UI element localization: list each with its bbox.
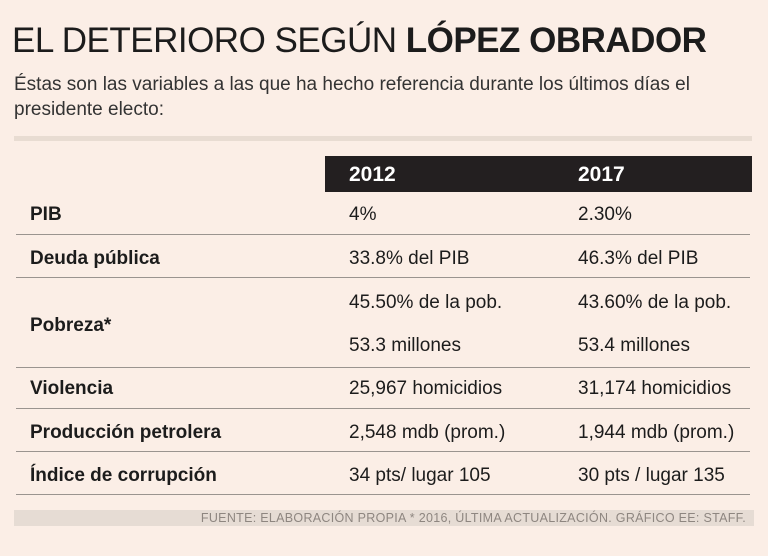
row-label: PIB	[30, 204, 62, 225]
row-value-2017: 1,944 mdb (prom.)	[578, 422, 735, 443]
row-value-2012: 25,967 homicidios	[349, 378, 503, 399]
top-divider	[14, 136, 752, 141]
row-label: Violencia	[30, 378, 114, 399]
row-value-2012: 45.50% de la pob.	[349, 292, 503, 313]
row-value-2017: 31,174 homicidios	[578, 378, 732, 399]
source-bar: FUENTE: ELABORACIÓN PROPIA * 2016, ÚLTIM…	[14, 510, 754, 526]
row-value-2017: 43.60% de la pob.	[578, 292, 732, 313]
table-row: PIB 4% 2.30%	[16, 192, 750, 235]
row-value-2017: 46.3% del PIB	[578, 248, 699, 269]
page-title: EL DETERIORO SEGÚN LÓPEZ OBRADOR	[12, 20, 707, 62]
row-value-2017: 2.30%	[578, 204, 632, 225]
row-label: Producción petrolera	[30, 422, 222, 443]
row-value-2012: 34 pts/ lugar 105	[349, 465, 491, 486]
title-bold: LÓPEZ OBRADOR	[405, 21, 707, 60]
row-value-2012: 4%	[349, 204, 377, 225]
table-row: Producción petrolera 2,548 mdb (prom.) 1…	[16, 409, 750, 452]
table-row: Pobreza* 45.50% de la pob. 43.60% de la …	[16, 278, 750, 368]
row-value-2012: 2,548 mdb (prom.)	[349, 422, 506, 443]
row-label: Índice de corrupción	[30, 465, 217, 486]
row-label: Deuda pública	[30, 248, 160, 269]
table-row: Índice de corrupción 34 pts/ lugar 105 3…	[16, 452, 750, 495]
row-value-2017-secondary: 53.4 millones	[578, 335, 690, 356]
row-value-2017: 30 pts / lugar 135	[578, 465, 725, 486]
row-value-2012: 33.8% del PIB	[349, 248, 470, 269]
title-light: EL DETERIORO SEGÚN	[12, 21, 406, 60]
header-year-2012: 2012	[349, 163, 396, 186]
table-header-band	[325, 156, 752, 192]
header-year-2017: 2017	[578, 163, 625, 186]
table-row: Violencia 25,967 homicidios 31,174 homic…	[16, 368, 750, 409]
subtitle: Éstas son las variables a las que ha hec…	[14, 74, 690, 120]
table-row: Deuda pública 33.8% del PIB 46.3% del PI…	[16, 235, 750, 278]
row-value-2012-secondary: 53.3 millones	[349, 335, 461, 356]
row-label: Pobreza*	[30, 315, 112, 336]
source-text: FUENTE: ELABORACIÓN PROPIA * 2016, ÚLTIM…	[200, 511, 746, 525]
